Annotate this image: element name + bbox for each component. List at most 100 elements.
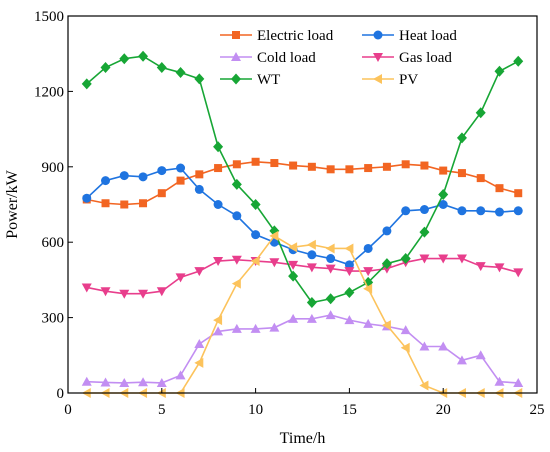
data-point-electric-load: [214, 164, 223, 173]
data-point-electric-load: [401, 160, 410, 169]
legend-label-heat-load: Heat load: [399, 28, 457, 44]
data-point-pv: [344, 243, 354, 254]
y-tick-label: 1200: [34, 84, 64, 100]
series-line-cold-load: [86, 314, 519, 384]
legend-label-electric-load: Electric load: [257, 28, 334, 44]
data-point-wt: [231, 178, 242, 190]
data-point-heat-load: [101, 176, 111, 186]
data-point-heat-load: [213, 200, 223, 209]
series-cold-load: [81, 310, 524, 387]
data-point-electric-load: [457, 169, 466, 178]
x-tick-label: 15: [342, 402, 357, 418]
series-line-electric-load: [86, 160, 519, 206]
data-point-heat-load: [382, 226, 392, 236]
x-tick-label: 20: [436, 402, 451, 418]
legend-marker-gas-load: [373, 53, 383, 62]
data-point-gas-load: [156, 287, 167, 297]
legend-label-pv: PV: [399, 72, 418, 88]
data-point-wt: [438, 188, 449, 200]
data-point-wt: [381, 258, 392, 270]
data-point-cold-load: [494, 376, 505, 386]
y-tick-label: 300: [42, 311, 65, 327]
data-point-electric-load: [270, 159, 279, 168]
data-point-electric-load: [364, 164, 373, 173]
series-wt: [81, 50, 524, 309]
data-point-heat-load: [344, 260, 354, 270]
y-tick-label: 0: [57, 386, 65, 402]
data-point-heat-load: [232, 211, 242, 221]
series-heat-load: [82, 163, 523, 270]
data-point-heat-load: [457, 206, 467, 216]
data-point-pv: [269, 230, 279, 241]
legend-marker-wt: [231, 73, 241, 85]
legend-label-cold-load: Cold load: [257, 50, 316, 66]
data-point-heat-load: [363, 243, 373, 253]
legend-label-wt: WT: [257, 72, 280, 88]
data-point-pv: [213, 315, 223, 326]
data-point-gas-load: [194, 267, 205, 277]
series-line-heat-load: [86, 167, 519, 266]
data-point-gas-load: [288, 260, 299, 270]
legend-item-heat-load: Heat load: [362, 28, 457, 44]
data-point-cold-load: [175, 370, 186, 380]
data-point-cold-load: [475, 350, 486, 360]
x-tick-label: 25: [530, 402, 545, 418]
legend-marker-electric-load: [232, 31, 240, 39]
series-gas-load: [81, 254, 524, 299]
data-point-gas-load: [175, 273, 186, 283]
data-point-electric-load: [139, 199, 148, 208]
data-point-cold-load: [138, 377, 149, 387]
series-layer: [81, 50, 524, 398]
data-point-cold-load: [438, 341, 449, 351]
data-point-wt: [194, 73, 205, 85]
ticks-layer: 0 5 10 15 20 25 0 300 600 900 1200 1500: [34, 9, 545, 418]
data-point-pv: [306, 239, 316, 250]
data-point-cold-load: [250, 323, 261, 333]
data-point-heat-load: [176, 163, 186, 173]
data-point-cold-load: [288, 313, 299, 323]
data-point-wt: [100, 62, 111, 74]
legend-item-cold-load: Cold load: [220, 50, 316, 66]
data-point-heat-load: [194, 184, 204, 194]
data-point-heat-load: [307, 250, 317, 260]
data-point-wt: [175, 67, 186, 79]
data-point-wt: [344, 286, 355, 298]
data-point-heat-load: [157, 166, 167, 176]
data-point-electric-load: [195, 170, 204, 179]
data-point-cold-load: [269, 322, 280, 332]
data-point-cold-load: [513, 377, 524, 387]
data-point-pv: [231, 278, 241, 289]
data-point-gas-load: [344, 267, 355, 277]
data-point-heat-load: [138, 172, 148, 182]
data-point-cold-load: [400, 325, 411, 335]
legend: Electric load Heat load Cold load Gas load W…: [220, 28, 457, 88]
data-point-heat-load: [401, 206, 411, 216]
data-point-wt: [513, 55, 524, 67]
data-point-pv: [194, 357, 204, 368]
data-point-cold-load: [363, 318, 374, 328]
data-point-wt: [250, 199, 261, 210]
data-point-heat-load: [513, 206, 523, 216]
y-axis-title: Power/kW: [4, 169, 21, 238]
data-point-electric-load: [420, 161, 429, 170]
data-point-pv: [419, 380, 429, 391]
data-point-heat-load: [119, 171, 129, 181]
data-point-gas-load: [325, 264, 336, 274]
plot-frame: [67, 15, 538, 394]
data-point-cold-load: [231, 323, 242, 333]
data-point-electric-load: [439, 166, 448, 175]
x-tick-label: 5: [158, 402, 166, 418]
data-point-pv: [363, 283, 373, 294]
data-point-electric-load: [232, 160, 241, 169]
data-point-pv: [288, 242, 298, 253]
data-point-gas-load: [119, 289, 130, 299]
data-point-electric-load: [289, 161, 298, 170]
data-point-heat-load: [251, 230, 261, 240]
data-point-electric-load: [176, 176, 185, 185]
data-point-wt: [156, 62, 167, 74]
data-point-electric-load: [382, 162, 391, 171]
data-point-cold-load: [213, 326, 224, 336]
data-point-wt: [325, 293, 336, 305]
legend-item-electric-load: Electric load: [220, 28, 334, 44]
